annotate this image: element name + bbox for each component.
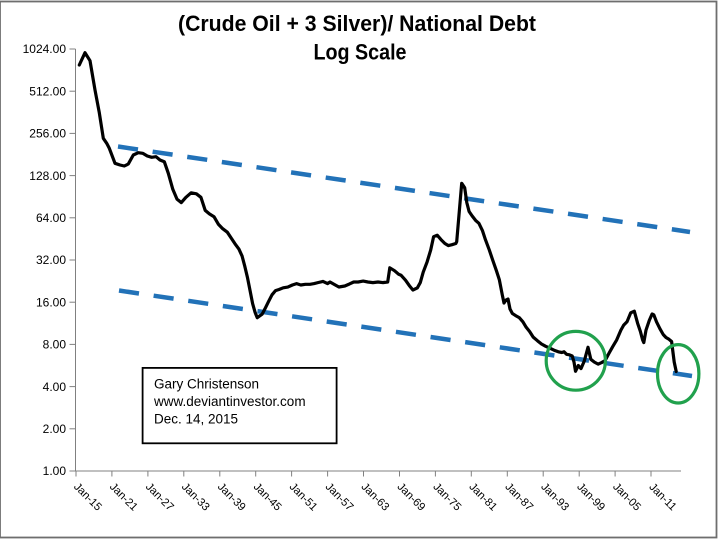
svg-text:256.00: 256.00 (29, 127, 66, 141)
svg-text:16.00: 16.00 (36, 295, 66, 309)
svg-text:4.00: 4.00 (43, 380, 67, 394)
svg-text:32.00: 32.00 (36, 253, 66, 267)
svg-text:8.00: 8.00 (43, 338, 67, 352)
svg-text:Log Scale: Log Scale (314, 40, 407, 65)
svg-text:1.00: 1.00 (43, 464, 67, 478)
svg-text:Gary Christenson: Gary Christenson (154, 377, 259, 392)
svg-text:128.00: 128.00 (29, 169, 66, 183)
svg-text:(Crude Oil + 3 Silver)/ Nation: (Crude Oil + 3 Silver)/ National Debt (178, 11, 536, 36)
svg-text:1024.00: 1024.00 (23, 42, 67, 56)
svg-text:www.deviantinvestor.com: www.deviantinvestor.com (153, 394, 306, 409)
svg-text:2.00: 2.00 (43, 422, 67, 436)
svg-text:Dec. 14, 2015: Dec. 14, 2015 (154, 412, 238, 427)
svg-text:512.00: 512.00 (29, 84, 66, 98)
svg-text:64.00: 64.00 (36, 211, 66, 225)
